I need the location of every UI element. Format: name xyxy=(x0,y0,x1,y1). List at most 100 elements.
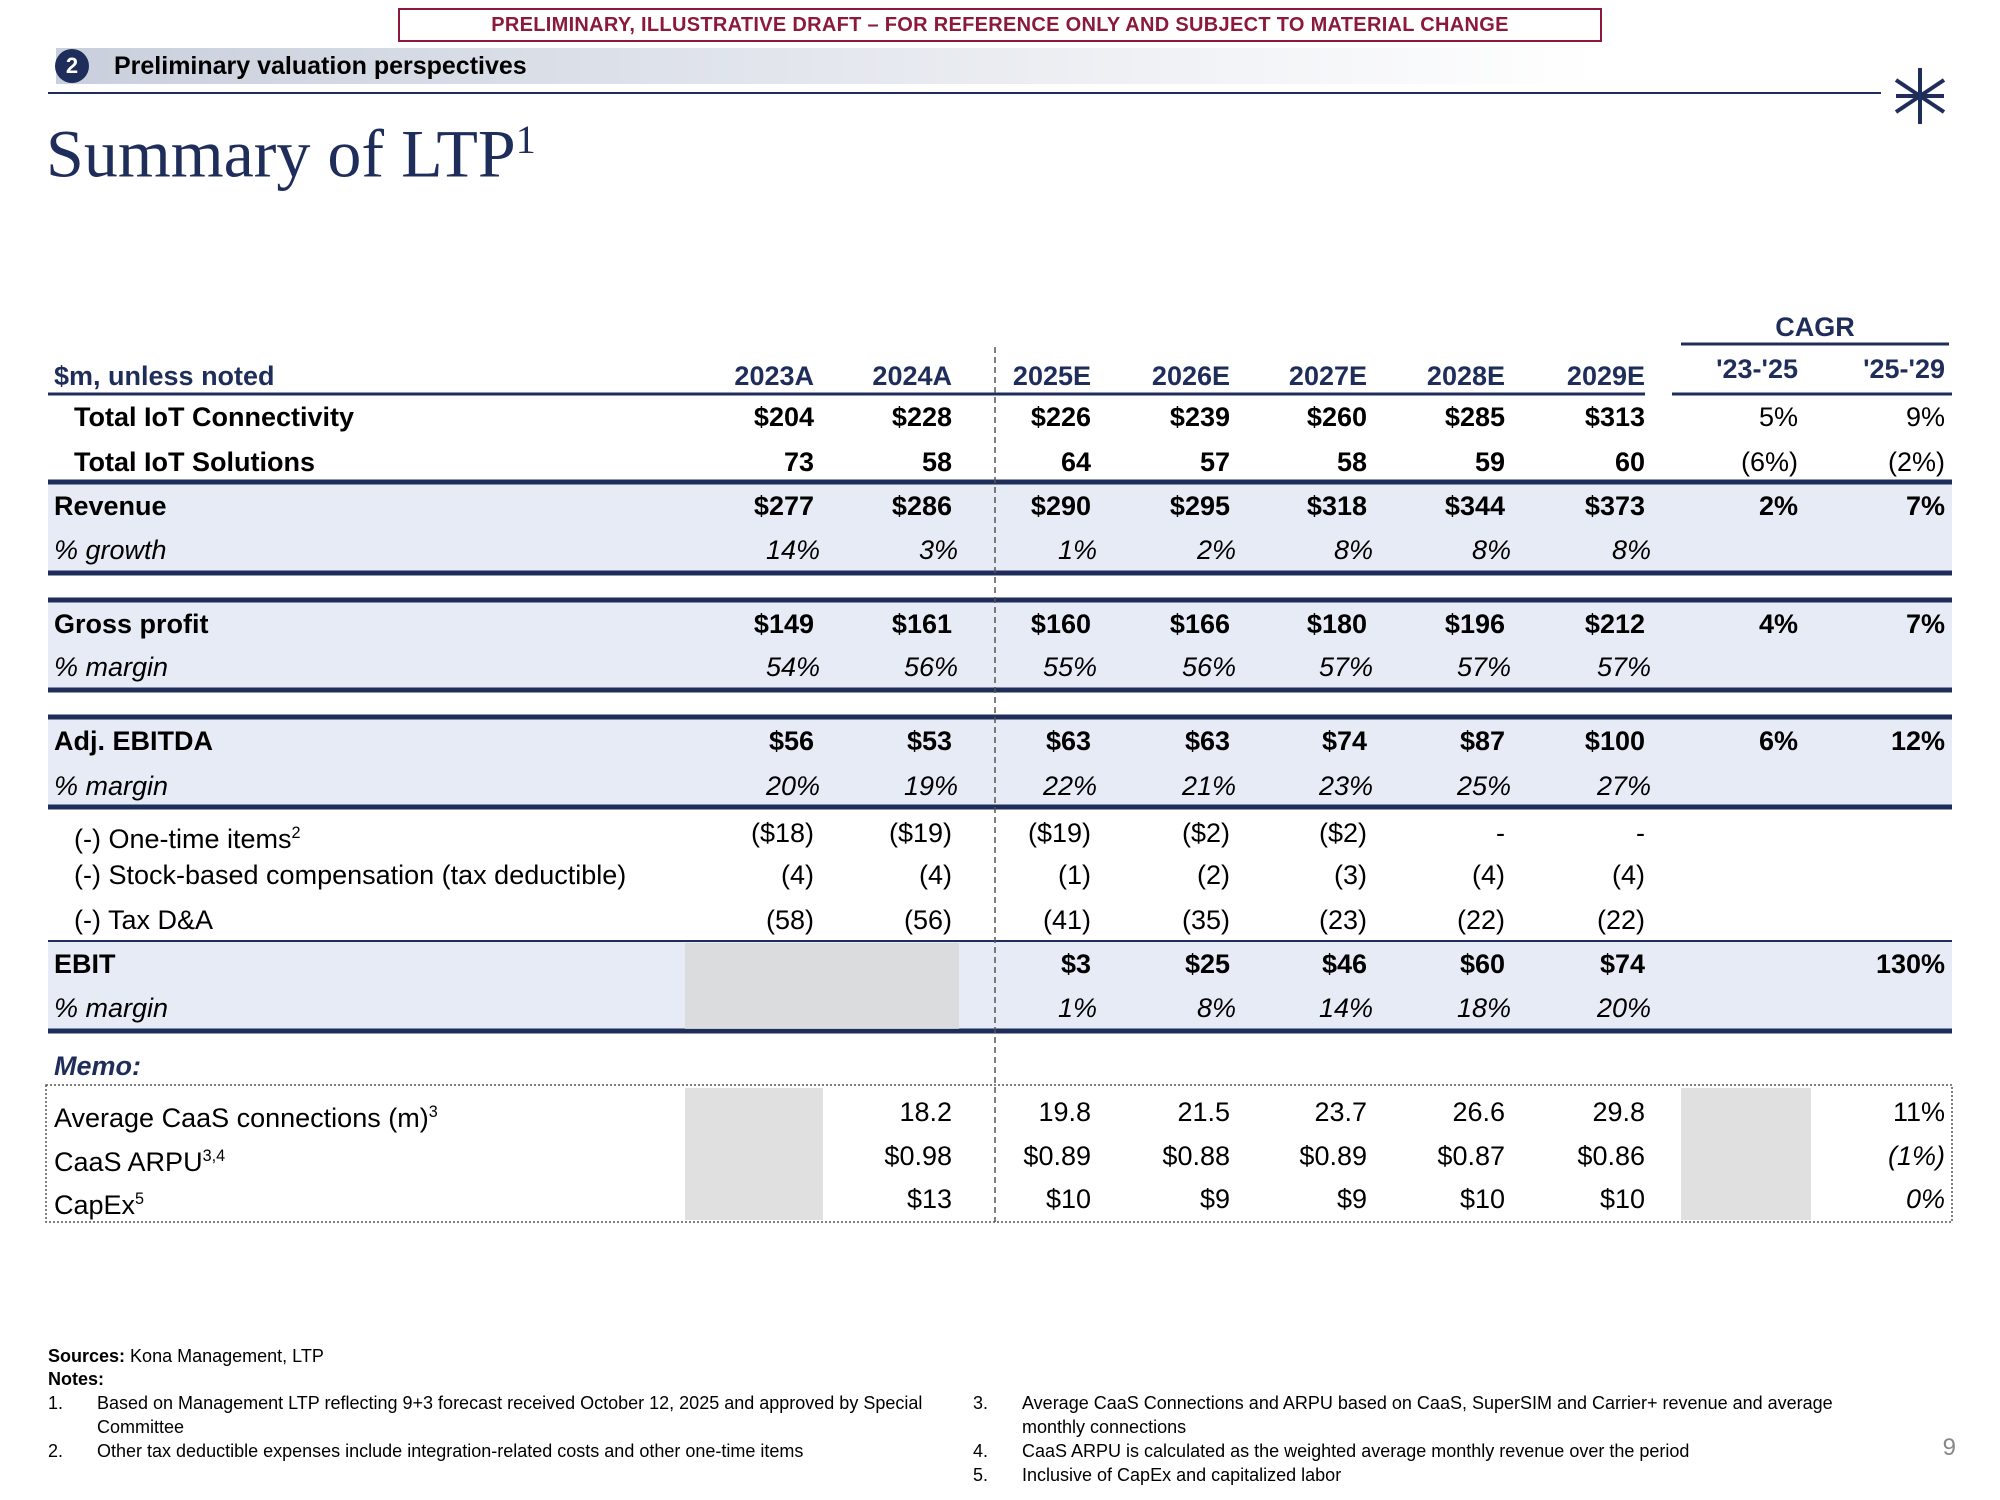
column-header: 2024A xyxy=(872,361,952,391)
value-cell: 3% xyxy=(918,535,958,565)
row-label: Revenue xyxy=(54,489,167,523)
cagr-header: '25-'29 xyxy=(1863,354,1945,384)
value-cell: 8% xyxy=(1333,535,1373,565)
note-text: Based on Management LTP reflecting 9+3 f… xyxy=(97,1393,923,1437)
banner: PRELIMINARY, ILLUSTRATIVE DRAFT – FOR RE… xyxy=(491,14,1509,36)
value-cell: $0.98 xyxy=(884,1141,952,1171)
cagr-cell: 4% xyxy=(1758,609,1798,639)
banner-box xyxy=(398,8,1602,42)
value-cell: $63 xyxy=(1184,726,1230,756)
cagr-header: '23-'25 xyxy=(1716,354,1798,384)
label-text: Adj. EBITDA xyxy=(54,726,213,756)
section-bar xyxy=(56,48,1596,84)
value-cell: (35) xyxy=(1181,905,1230,935)
sources-label: Sources: xyxy=(48,1346,126,1366)
value-cell: $74 xyxy=(1599,949,1645,979)
row-label: Adj. EBITDA xyxy=(54,724,213,758)
cagr-cell: 5% xyxy=(1758,402,1798,432)
value-cell: $53 xyxy=(906,726,952,756)
note-number: 3. xyxy=(973,1393,989,1413)
value-cell: (22) xyxy=(1596,905,1645,935)
memo-row-label: CapEx5 xyxy=(54,1182,145,1220)
note-number: 4. xyxy=(973,1441,989,1461)
value-cell: $160 xyxy=(1030,609,1091,639)
cagr-cell: 0% xyxy=(1905,1184,1945,1214)
value-cell: 56% xyxy=(903,652,958,682)
cagr-cell: 7% xyxy=(1905,609,1945,639)
note-number: 5. xyxy=(973,1465,989,1485)
value-cell: 20% xyxy=(765,771,820,801)
title-text: Summary of LTP xyxy=(46,115,516,192)
value-cell: $63 xyxy=(1045,726,1091,756)
cagr-cell: 7% xyxy=(1905,491,1945,521)
cagr-cell: 9% xyxy=(1905,402,1945,432)
value-cell: 57% xyxy=(1318,652,1373,682)
value-cell: ($18) xyxy=(750,818,814,848)
cagr-cell: 130% xyxy=(1875,949,1945,979)
memo-label: Memo: xyxy=(54,1051,141,1081)
value-cell: $10 xyxy=(1045,1184,1091,1214)
label-text: (-) Tax D&A xyxy=(74,905,214,935)
note-text: CaaS ARPU is calculated as the weighted … xyxy=(1022,1441,1690,1461)
cagr-label: CAGR xyxy=(1775,312,1855,342)
note-ref: 3 xyxy=(428,1103,438,1121)
value-cell: $239 xyxy=(1169,402,1230,432)
value-cell: 57% xyxy=(1456,652,1511,682)
value-cell: $313 xyxy=(1584,402,1645,432)
note-ref: 3,4 xyxy=(202,1147,226,1165)
column-header: 2029E xyxy=(1566,361,1645,391)
value-cell: 57 xyxy=(1199,447,1230,477)
row-label: (-) One-time items2 xyxy=(74,816,301,854)
row-label: EBIT xyxy=(54,947,116,981)
label-text: Total IoT Connectivity xyxy=(74,402,355,432)
value-cell: $196 xyxy=(1444,609,1505,639)
value-cell: $10 xyxy=(1599,1184,1645,1214)
row-band xyxy=(48,717,1952,807)
note-text: Other tax deductible expenses include in… xyxy=(97,1441,804,1461)
value-cell: 18.2 xyxy=(899,1097,952,1127)
value-cell: $180 xyxy=(1306,609,1367,639)
value-cell: $13 xyxy=(906,1184,952,1214)
row-band xyxy=(48,941,1952,1031)
value-cell: $0.86 xyxy=(1577,1141,1645,1171)
masked-cell xyxy=(685,943,959,1029)
value-cell: (1) xyxy=(1058,860,1091,890)
row-label: Gross profit xyxy=(54,607,209,641)
value-cell: 29.8 xyxy=(1592,1097,1645,1127)
value-cell: $3 xyxy=(1060,949,1091,979)
row-label: % margin xyxy=(54,991,168,1025)
value-cell: 1% xyxy=(1057,993,1097,1023)
value-cell: $10 xyxy=(1459,1184,1505,1214)
column-header: 2025E xyxy=(1012,361,1091,391)
note-ref: 5 xyxy=(135,1190,145,1208)
notes-label: Notes: xyxy=(48,1369,105,1389)
note-text: Inclusive of CapEx and capitalized labor xyxy=(1022,1465,1342,1485)
row-label: (-) Tax D&A xyxy=(74,903,213,937)
value-cell: $74 xyxy=(1321,726,1367,756)
page-number: 9 xyxy=(1942,1434,1956,1461)
label-text: CapEx xyxy=(54,1190,136,1220)
sources: Sources: Kona Management, LTP xyxy=(48,1344,324,1368)
value-cell: $100 xyxy=(1584,726,1645,756)
value-cell: 22% xyxy=(1042,771,1097,801)
value-cell: ($19) xyxy=(1027,818,1091,848)
value-cell: - xyxy=(1636,818,1645,848)
column-header: 2028E xyxy=(1426,361,1505,391)
value-cell: (4) xyxy=(1612,860,1645,890)
cagr-cell: (2%) xyxy=(1887,447,1945,477)
value-cell: $166 xyxy=(1169,609,1230,639)
label-text: % margin xyxy=(54,652,169,682)
value-cell: $344 xyxy=(1444,491,1505,521)
row-label: Total IoT Solutions xyxy=(74,445,315,479)
value-cell: ($2) xyxy=(1318,818,1367,848)
value-cell: 23.7 xyxy=(1314,1097,1367,1127)
value-cell: 25% xyxy=(1456,771,1511,801)
value-cell: 27% xyxy=(1596,771,1651,801)
section-title: Preliminary valuation perspectives xyxy=(114,52,527,80)
value-cell: 21.5 xyxy=(1177,1097,1230,1127)
sources-text: Kona Management, LTP xyxy=(130,1346,324,1366)
value-cell: $226 xyxy=(1030,402,1091,432)
value-cell: (4) xyxy=(919,860,952,890)
value-cell: $0.88 xyxy=(1162,1141,1230,1171)
section-number: 2 xyxy=(65,53,79,78)
